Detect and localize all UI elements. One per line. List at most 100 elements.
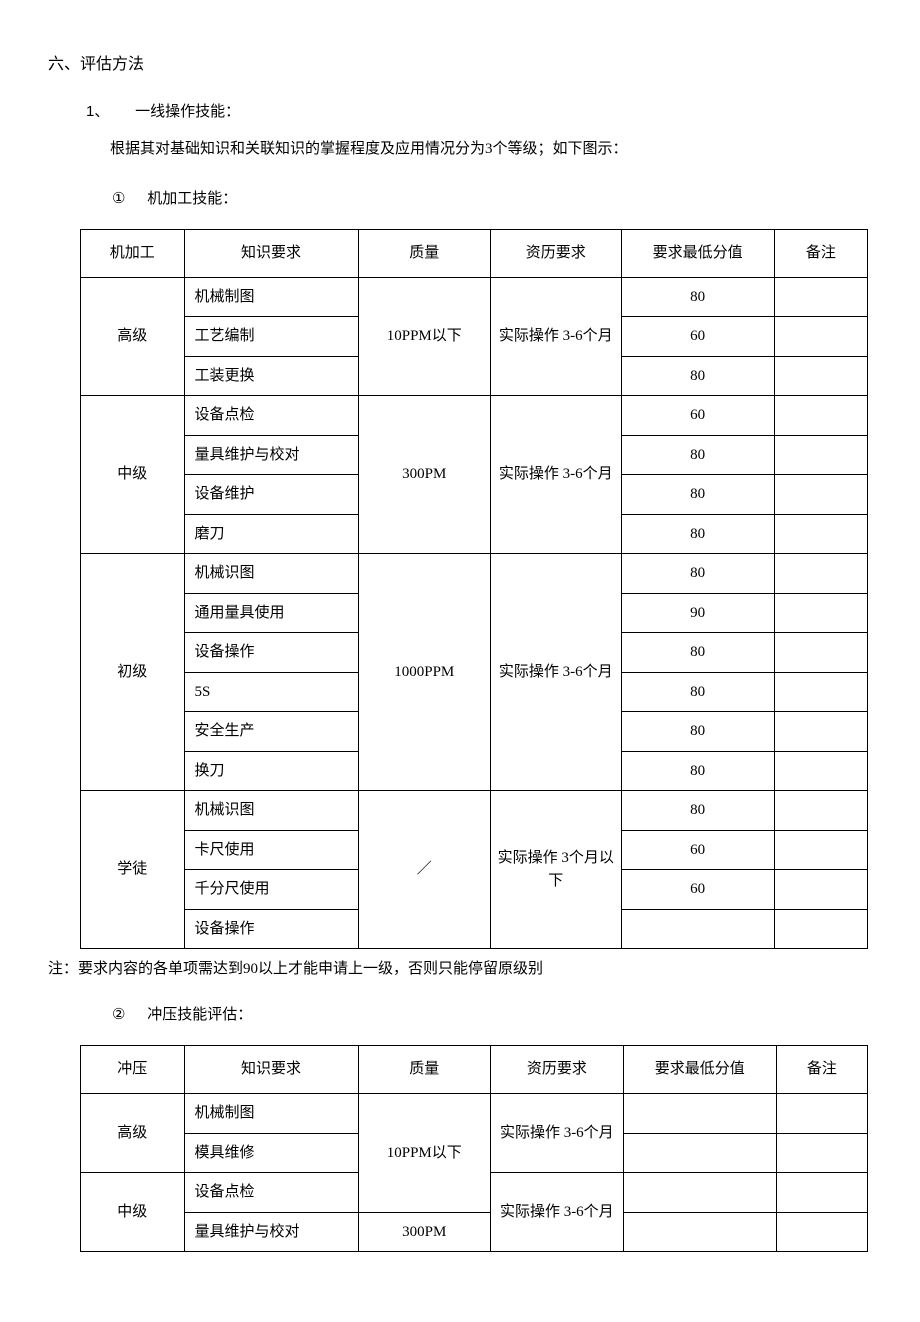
cell-experience: 实际操作 3-6个月 [491,1094,624,1173]
cell-score [623,1173,776,1213]
cell-experience: 实际操作 3-6个月 [491,1173,624,1252]
table-row: 高级机械制图10PPM以下实际操作 3-6个月 [81,1094,868,1134]
cell-remark [774,396,867,436]
cell-experience: 实际操作 3个月以下 [491,791,621,949]
cell-remark [774,791,867,831]
cell-quality: 1000PPM [358,554,491,791]
cell-knowledge: 换刀 [184,751,358,791]
cell-score [623,1094,776,1134]
cell-remark [776,1212,867,1252]
cell-knowledge: 量具维护与校对 [184,435,358,475]
cell-remark [774,277,867,317]
cell-level: 中级 [81,396,185,554]
cell-remark [776,1094,867,1134]
table-row: 中级设备点检300PM实际操作 3-6个月60 [81,396,868,436]
cell-remark [774,475,867,515]
th-knowledge: 知识要求 [184,229,358,277]
cell-quality: 300PM [358,396,491,554]
cell-level: 学徒 [81,791,185,949]
cell-score: 90 [621,593,774,633]
th-experience: 资历要求 [491,1046,624,1094]
th-score: 要求最低分值 [621,229,774,277]
cell-score: 60 [621,830,774,870]
cell-experience: 实际操作 3-6个月 [491,396,621,554]
cell-knowledge: 设备操作 [184,909,358,949]
cell-knowledge: 机械识图 [184,791,358,831]
th-remark: 备注 [776,1046,867,1094]
circled-1-label: 机加工技能： [147,191,237,207]
cell-remark [774,435,867,475]
table1-footnote: 注：要求内容的各单项需达到90以上才能申请上一级，否则只能停留原级别 [48,957,872,981]
cell-remark [774,593,867,633]
th-level: 冲压 [81,1046,185,1094]
cell-knowledge: 设备维护 [184,475,358,515]
table-row: 高级机械制图10PPM以下实际操作 3-6个月80 [81,277,868,317]
cell-score: 80 [621,277,774,317]
cell-score: 80 [621,633,774,673]
cell-knowledge: 设备操作 [184,633,358,673]
cell-remark [776,1173,867,1213]
circled-item-2: ② 冲压技能评估： [48,1003,872,1027]
circled-2-num: ② [112,1007,125,1023]
cell-score: 80 [621,475,774,515]
circled-item-1: ① 机加工技能： [48,187,872,211]
cell-score: 80 [621,791,774,831]
cell-knowledge: 磨刀 [184,514,358,554]
table-row: 量具维护与校对300PM [81,1212,868,1252]
cell-score: 80 [621,356,774,396]
cell-level: 中级 [81,1173,185,1252]
cell-knowledge: 模具维修 [184,1133,358,1173]
cell-remark [774,554,867,594]
cell-remark [776,1133,867,1173]
th-remark: 备注 [774,229,867,277]
cell-knowledge: 通用量具使用 [184,593,358,633]
cell-score [623,1212,776,1252]
cell-remark [774,712,867,752]
th-quality: 质量 [358,1046,491,1094]
cell-remark [774,633,867,673]
cell-score: 80 [621,514,774,554]
cell-knowledge: 工装更换 [184,356,358,396]
cell-knowledge: 千分尺使用 [184,870,358,910]
cell-score: 60 [621,870,774,910]
cell-knowledge: 机械制图 [184,277,358,317]
table-row: 学徒机械识图／实际操作 3个月以下80 [81,791,868,831]
cell-quality: 300PM [358,1212,491,1252]
th-quality: 质量 [358,229,491,277]
table-machining: 机加工 知识要求 质量 资历要求 要求最低分值 备注 高级机械制图10PPM以下… [80,229,868,950]
cell-quality: 10PPM以下 [358,277,491,396]
cell-remark [774,356,867,396]
cell-score: 60 [621,396,774,436]
cell-knowledge: 机械制图 [184,1094,358,1134]
cell-knowledge: 5S [184,672,358,712]
cell-remark [774,514,867,554]
cell-level: 高级 [81,1094,185,1173]
cell-knowledge: 安全生产 [184,712,358,752]
cell-remark [774,870,867,910]
circled-1-num: ① [112,191,125,207]
cell-score: 80 [621,751,774,791]
table-header-row: 冲压 知识要求 质量 资历要求 要求最低分值 备注 [81,1046,868,1094]
cell-experience: 实际操作 3-6个月 [491,277,621,396]
cell-remark [774,909,867,949]
cell-knowledge: 设备点检 [184,396,358,436]
cell-knowledge: 设备点检 [184,1173,358,1213]
cell-remark [774,751,867,791]
cell-score: 80 [621,672,774,712]
section-heading: 六、评估方法 [48,52,872,78]
cell-score: 80 [621,554,774,594]
cell-score: 60 [621,317,774,357]
cell-knowledge: 工艺编制 [184,317,358,357]
sub-item-1: 1、 一线操作技能： [48,98,872,126]
cell-knowledge: 卡尺使用 [184,830,358,870]
table-header-row: 机加工 知识要求 质量 资历要求 要求最低分值 备注 [81,229,868,277]
cell-knowledge: 量具维护与校对 [184,1212,358,1252]
cell-remark [774,830,867,870]
cell-experience: 实际操作 3-6个月 [491,554,621,791]
cell-knowledge: 机械识图 [184,554,358,594]
cell-score [623,1133,776,1173]
sub-item-1-label: 一线操作技能： [135,104,240,120]
sub-item-1-num: 1、 [86,103,109,120]
cell-score [621,909,774,949]
cell-quality: 10PPM以下 [358,1094,491,1213]
